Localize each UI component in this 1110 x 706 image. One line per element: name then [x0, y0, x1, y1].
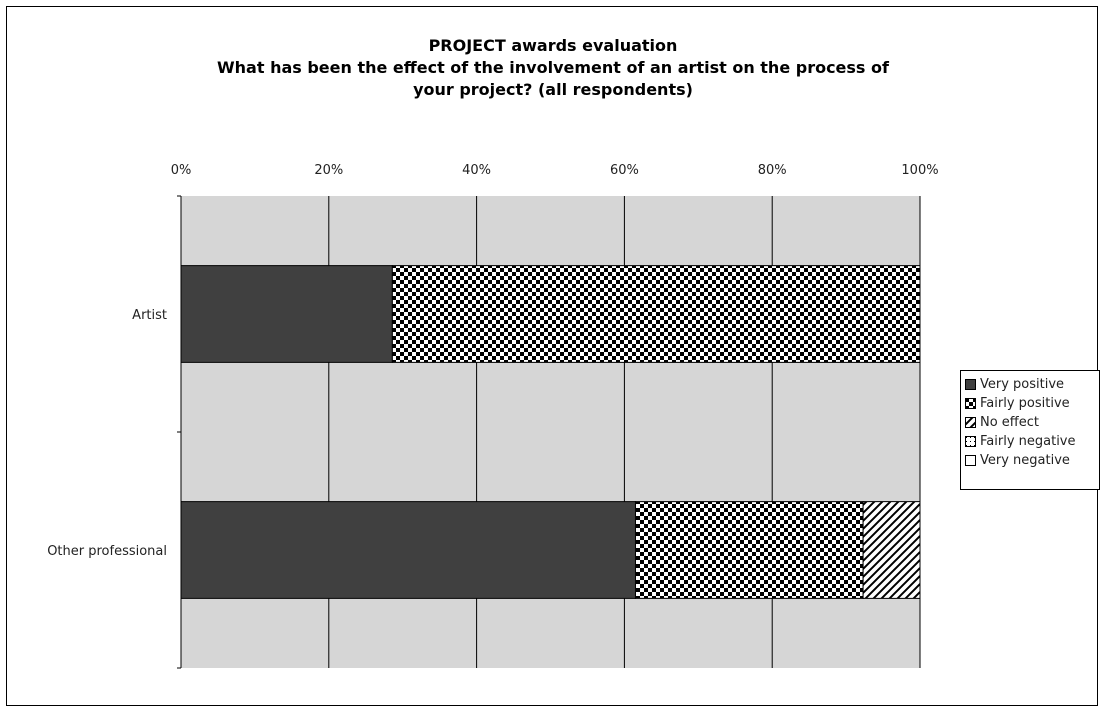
category-label-artist: Artist	[132, 308, 167, 323]
bar-other-professional-fairly-positive	[634, 501, 864, 599]
legend-swatch-fairly-positive	[965, 398, 976, 409]
legend-item-fairly-positive: Fairly positive	[965, 394, 1099, 413]
bar-other-professional-very-positive	[180, 501, 636, 599]
bars-layer	[180, 265, 921, 599]
legend: Very positive Fairly positive No effect Fai…	[960, 370, 1100, 490]
legend-label: Very positive	[980, 377, 1065, 392]
legend-label: Fairly negative	[980, 434, 1076, 449]
chart-title-line-3: your project? (all respondents)	[413, 80, 693, 99]
legend-label: Fairly positive	[980, 396, 1070, 411]
chart-title-line-2: What has been the effect of the involvem…	[217, 58, 889, 77]
legend-swatch-no-effect	[965, 417, 976, 428]
bar-other-professional-no-effect	[862, 501, 921, 599]
legend-swatch-very-negative	[965, 455, 976, 466]
x-tick-label-1: 20%	[314, 163, 343, 178]
bar-artist-fairly-positive	[391, 265, 921, 363]
x-tick-label-3: 60%	[610, 163, 639, 178]
chart-title: PROJECT awards evaluation What has been …	[7, 35, 1099, 101]
category-label-other-professional: Other professional	[47, 544, 167, 559]
x-tick-label-0: 0%	[171, 163, 192, 178]
legend-item-fairly-negative: Fairly negative	[965, 432, 1099, 451]
legend-swatch-fairly-negative	[965, 436, 976, 447]
chart-title-line-1: PROJECT awards evaluation	[428, 36, 678, 55]
legend-label: No effect	[980, 415, 1040, 430]
legend-item-very-positive: Very positive	[965, 375, 1099, 394]
x-tick-label-4: 80%	[758, 163, 787, 178]
legend-item-no-effect: No effect	[965, 413, 1099, 432]
legend-swatch-very-positive	[965, 379, 976, 390]
bar-artist-very-positive	[180, 265, 393, 363]
legend-item-very-negative: Very negative	[965, 451, 1099, 470]
legend-label: Very negative	[980, 453, 1070, 468]
chart-svg: Artist Other professional 0% 20% 40% 60% 80% 10…	[47, 163, 939, 669]
x-tick-label-5: 100%	[901, 163, 938, 178]
x-tick-label-2: 40%	[462, 163, 491, 178]
axis-layer: Artist Other professional 0% 20% 40% 60% 80% 10…	[47, 163, 939, 669]
